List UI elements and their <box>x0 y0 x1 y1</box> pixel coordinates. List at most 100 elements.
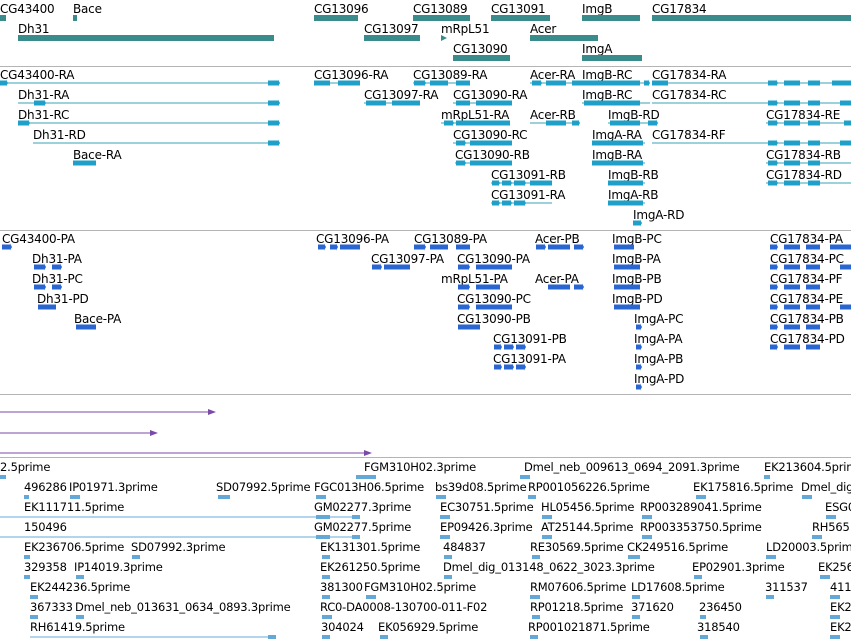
gene-feature[interactable]: CG13097 <box>0 22 851 42</box>
transcript-feature[interactable]: CG17834-RC <box>0 87 851 107</box>
protein-feature[interactable]: CG17834-PB <box>0 311 851 331</box>
est-feature[interactable]: EK236706.5prime <box>0 540 851 560</box>
transcript-feature[interactable]: ImgB-RA <box>0 147 851 167</box>
protein-feature[interactable]: ImgA-PD <box>0 371 851 391</box>
est-feature[interactable]: CK249516.5prime <box>0 540 851 560</box>
protein-feature[interactable]: ImgA-PC <box>0 311 851 331</box>
est-feature[interactable]: EC30751.5prime <box>0 500 851 520</box>
est-feature[interactable]: FGC013H06.5prime <box>0 480 851 500</box>
est-feature[interactable]: EK056929.5prime <box>0 620 851 640</box>
est-feature[interactable]: 329358 <box>0 560 851 580</box>
protein-feature[interactable]: ImgA-PA <box>0 331 851 351</box>
gene-feature[interactable]: CG13091 <box>0 2 851 22</box>
est-feature[interactable]: GM02277.3prime <box>0 500 851 520</box>
est-feature[interactable]: RP003289041.5prime <box>0 500 851 520</box>
est-feature[interactable]: 411 <box>0 580 851 600</box>
protein-feature[interactable]: Dh31-PC <box>0 271 851 291</box>
misc-feature-arrow[interactable] <box>0 395 851 459</box>
protein-feature[interactable]: CG17834-PA <box>0 231 851 251</box>
est-feature[interactable]: EK2 <box>0 600 851 620</box>
est-feature[interactable]: AT25144.5prime <box>0 520 851 540</box>
gene-feature[interactable]: Dh31 <box>0 22 851 42</box>
transcript-feature[interactable]: Acer-RB <box>0 107 851 127</box>
gene-feature[interactable]: ImgA <box>0 42 851 62</box>
est-feature[interactable]: RC0-DA0008-130700-011-F02 <box>0 600 851 620</box>
gene-feature[interactable]: CG13090 <box>0 42 851 62</box>
transcript-feature[interactable]: CG13090-RB <box>0 147 851 167</box>
est-feature[interactable]: SD07992.5prime <box>0 480 851 500</box>
est-feature[interactable]: RP01218.5prime <box>0 600 851 620</box>
est-feature[interactable]: 311537 <box>0 580 851 600</box>
transcript-feature[interactable]: ImgB-RB <box>0 167 851 187</box>
est-feature[interactable]: 367333 <box>0 600 851 620</box>
protein-feature[interactable]: CG13090-PC <box>0 291 851 311</box>
est-feature[interactable]: RM07606.5prime <box>0 580 851 600</box>
gene-feature[interactable]: CG13089 <box>0 2 851 22</box>
est-feature[interactable]: EK213604.5prime <box>0 460 851 480</box>
protein-feature[interactable]: CG13089-PA <box>0 231 851 251</box>
protein-feature[interactable]: Bace-PA <box>0 311 851 331</box>
est-feature[interactable]: 371620 <box>0 600 851 620</box>
est-feature[interactable]: Dmel_dig <box>0 480 851 500</box>
est-feature[interactable]: Dmel_neb_013631_0634_0893.3prime <box>0 600 851 620</box>
protein-feature[interactable]: ImgB-PA <box>0 251 851 271</box>
protein-feature[interactable]: Acer-PB <box>0 231 851 251</box>
misc-feature-arrow[interactable] <box>0 395 851 459</box>
transcript-feature[interactable]: ImgB-RD <box>0 107 851 127</box>
est-feature[interactable]: 150496 <box>0 520 851 540</box>
est-feature[interactable]: EK175816.5prime <box>0 480 851 500</box>
transcript-feature[interactable]: CG13090-RA <box>0 87 851 107</box>
est-feature[interactable]: Dmel_neb_009613_0694_2091.3prime <box>0 460 851 480</box>
est-feature[interactable]: 381300 <box>0 580 851 600</box>
gene-feature[interactable]: ImgB <box>0 2 851 22</box>
gene-feature[interactable]: mRpL51 <box>0 22 851 42</box>
transcript-feature[interactable]: CG13089-RA <box>0 67 851 87</box>
protein-feature[interactable]: CG17834-PC <box>0 251 851 271</box>
protein-feature[interactable]: CG13097-PA <box>0 251 851 271</box>
est-feature[interactable]: RH61419.5prime <box>0 620 851 640</box>
transcript-feature[interactable]: Bace-RA <box>0 147 851 167</box>
transcript-feature[interactable]: CG17834-RE <box>0 107 851 127</box>
protein-feature[interactable]: mRpL51-PA <box>0 271 851 291</box>
protein-feature[interactable]: CG13090-PB <box>0 311 851 331</box>
gene-feature[interactable]: CG17834 <box>0 2 851 22</box>
est-feature[interactable]: IP01971.3prime <box>0 480 851 500</box>
transcript-feature[interactable]: CG17834-RB <box>0 147 851 167</box>
protein-feature[interactable]: CG17834-PD <box>0 331 851 351</box>
transcript-feature[interactable]: ImgA-RA <box>0 127 851 147</box>
transcript-feature[interactable]: ImgA-RB <box>0 187 851 207</box>
est-feature[interactable]: FGM310H02.3prime <box>0 460 851 480</box>
protein-feature[interactable]: Dh31-PA <box>0 251 851 271</box>
protein-feature[interactable]: ImgA-PB <box>0 351 851 371</box>
est-feature[interactable]: 304024 <box>0 620 851 640</box>
transcript-feature[interactable]: CG17834-RF <box>0 127 851 147</box>
est-feature[interactable]: EK111711.5prime <box>0 500 851 520</box>
est-feature[interactable]: LD17608.5prime <box>0 580 851 600</box>
gene-feature[interactable]: CG43400 <box>0 2 851 22</box>
est-feature[interactable]: LD20003.5prime <box>0 540 851 560</box>
est-feature[interactable]: ESG0111 <box>0 500 851 520</box>
protein-feature[interactable]: ImgB-PD <box>0 291 851 311</box>
transcript-feature[interactable]: ImgB-RC <box>0 67 851 87</box>
transcript-feature[interactable]: ImgA-RD <box>0 207 851 227</box>
gene-feature[interactable]: CG13096 <box>0 2 851 22</box>
est-feature[interactable]: HL05456.5prime <box>0 500 851 520</box>
est-feature[interactable]: GM02277.5prime <box>0 520 851 540</box>
transcript-feature[interactable]: mRpL51-RA <box>0 107 851 127</box>
est-feature[interactable]: 2.5prime <box>0 460 851 480</box>
protein-feature[interactable]: CG13091-PB <box>0 331 851 351</box>
transcript-feature[interactable]: CG13097-RA <box>0 87 851 107</box>
protein-feature[interactable]: Dh31-PD <box>0 291 851 311</box>
transcript-feature[interactable]: Dh31-RD <box>0 127 851 147</box>
protein-feature[interactable]: ImgB-PC <box>0 231 851 251</box>
protein-feature[interactable]: CG13090-PA <box>0 251 851 271</box>
transcript-feature[interactable]: CG17834-RD <box>0 167 851 187</box>
est-feature[interactable]: EK131301.5prime <box>0 540 851 560</box>
gene-feature[interactable]: Acer <box>0 22 851 42</box>
est-feature[interactable]: EK261250.5prime <box>0 560 851 580</box>
protein-feature[interactable]: Acer-PA <box>0 271 851 291</box>
est-feature[interactable]: EK244236.5prime <box>0 580 851 600</box>
est-feature[interactable]: EP02901.3prime <box>0 560 851 580</box>
est-feature[interactable]: RP003353750.5prime <box>0 520 851 540</box>
est-feature[interactable]: RH565 <box>0 520 851 540</box>
